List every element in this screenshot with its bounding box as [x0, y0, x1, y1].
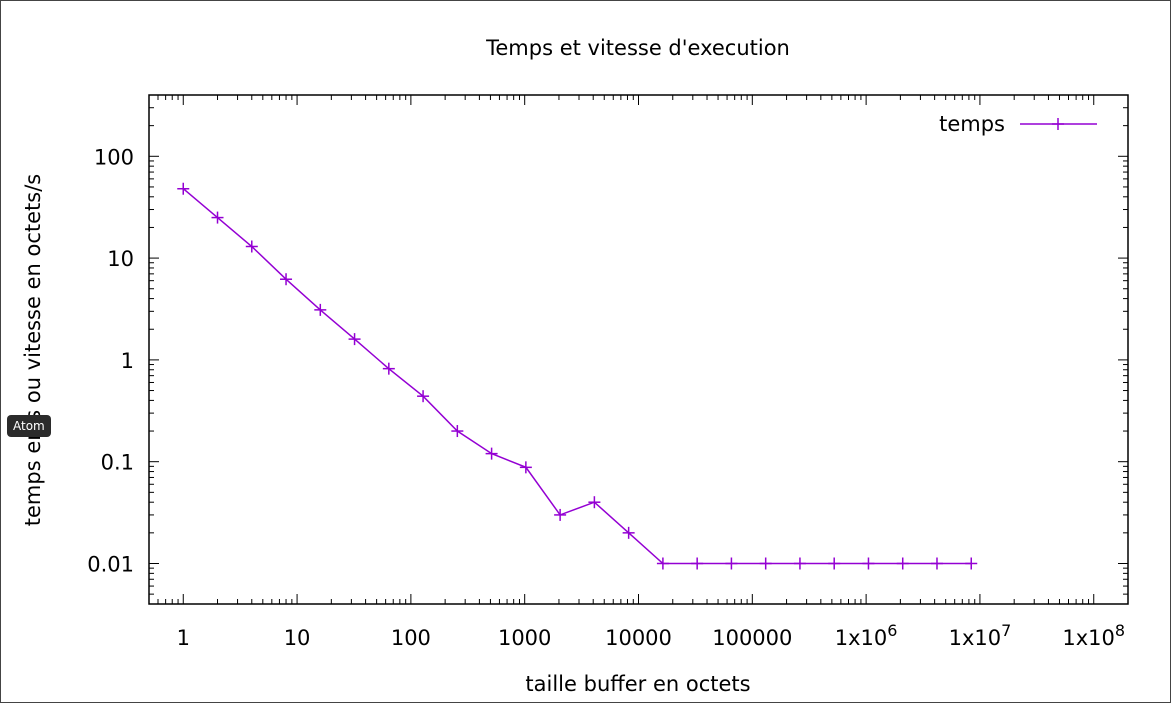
data-point-marker [417, 390, 430, 403]
data-point-marker [314, 303, 327, 316]
data-point-marker [930, 557, 943, 570]
data-point-marker [519, 461, 532, 474]
legend-label: temps [939, 112, 1005, 136]
y-tick-label: 100 [94, 145, 134, 169]
series-line-temps [182, 188, 972, 565]
data-point-marker [280, 273, 293, 286]
data-point-marker [656, 557, 669, 570]
y-tick-label: 1 [121, 349, 134, 373]
legend-marker [1052, 118, 1064, 130]
data-point-marker [622, 526, 635, 539]
x-tick-label: 100 [391, 626, 431, 650]
data-point-marker [862, 557, 875, 570]
x-tick-label: 10 [284, 626, 311, 650]
chart-title: Temps et vitesse d'execution [485, 36, 790, 60]
data-point-marker [382, 362, 395, 375]
x-tick-label: 10000 [605, 626, 672, 650]
data-point-marker [725, 557, 738, 570]
legend: temps [939, 112, 1097, 136]
y-tick-label: 0.01 [87, 552, 134, 576]
y-tick-label: 0.1 [101, 451, 134, 475]
data-point-marker [245, 240, 258, 253]
data-point-marker [554, 508, 567, 521]
atom-tooltip: Atom [7, 415, 51, 437]
data-point-marker [965, 557, 978, 570]
axis-ticks [148, 94, 1129, 605]
y-tick-label: 10 [107, 247, 134, 271]
x-tick-label: 1 [177, 626, 190, 650]
x-tick-label: 1x108 [1062, 621, 1125, 650]
data-point-marker [793, 557, 806, 570]
data-point-marker [211, 211, 224, 224]
data-point-marker [451, 425, 464, 438]
data-point-marker [691, 557, 704, 570]
x-tick-label: 1000 [498, 626, 551, 650]
x-axis-label: taille buffer en octets [525, 672, 750, 696]
data-point-marker [485, 447, 498, 460]
series-layer [177, 182, 978, 570]
data-point-marker [896, 557, 909, 570]
x-tick-label: 100000 [712, 626, 792, 650]
data-point-marker [177, 182, 190, 195]
x-tick-label: 1x106 [835, 621, 898, 650]
data-point-marker [759, 557, 772, 570]
y-axis-label: temps en s ou vitesse en octets/s [21, 174, 45, 526]
tick-labels: 1 10 100 1000 10000 100000 1x106 1x107 1x108 0.01… [87, 145, 1125, 650]
x-tick-label: 1x107 [949, 621, 1012, 650]
plot-area-border [148, 94, 1129, 605]
data-point-marker [828, 557, 841, 570]
data-point-marker [348, 333, 361, 346]
data-point-marker [588, 496, 601, 509]
